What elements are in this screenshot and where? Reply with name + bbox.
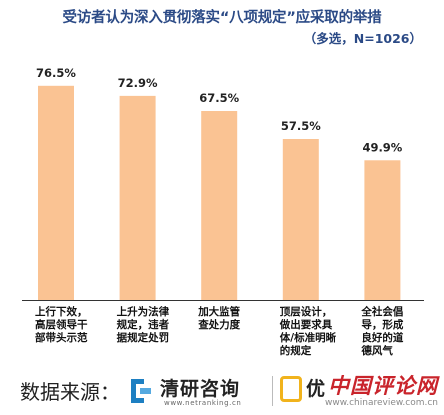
qingyan-logo-name: 清研咨询	[160, 378, 241, 400]
bar-5	[364, 160, 401, 300]
category-label-line: 做出要求具	[279, 319, 333, 331]
category-label-5: 全社会倡 导，形成 良好的道 德风气	[361, 306, 443, 358]
watermark: 中国评论网 www.chinareview.com.cn	[300, 370, 444, 415]
category-label-line: 据规定处罚	[116, 332, 170, 344]
category-label-line: 的规定	[279, 345, 312, 357]
chart-title: 受访者认为深入贯彻落实“八项规定”应采取的举措	[62, 10, 382, 26]
value-label-4: 57.5%	[281, 119, 321, 133]
category-label-line: 良好的道	[361, 332, 404, 344]
category-label-3: 加大监管 查处力度	[198, 306, 280, 332]
category-label-line: 查处力度	[198, 319, 241, 331]
category-label-line: 上升为法律	[116, 306, 170, 318]
category-label-1: 上行下效， 高层领导干 部带头示范	[35, 306, 117, 345]
qingyan-logo-url: www.netranking.cn	[164, 399, 242, 407]
category-label-4: 顶层设计， 做出要求具 体/标准明晰 的规定	[280, 306, 362, 358]
second-logo-icon	[280, 376, 302, 402]
category-label-2: 上升为法律 规定，违者 据规定处罚	[117, 306, 199, 345]
value-label-3: 67.5%	[199, 91, 239, 105]
category-label-line: 上行下效，	[35, 306, 88, 318]
category-label-line: 导，形成	[361, 319, 404, 331]
category-label-line: 体/标准明晰	[279, 332, 337, 344]
value-label-1: 76.5%	[36, 66, 76, 80]
second-logo-name: 优	[306, 378, 326, 400]
category-label-line: 规定，违者	[116, 319, 170, 331]
bar-3	[201, 111, 238, 300]
category-label-line: 加大监管	[198, 306, 241, 318]
watermark-url: www.chinareview.com.cn	[324, 398, 438, 408]
footer: 数据来源： 清研咨询 www.netranking.cn 优	[0, 368, 444, 415]
value-label-5: 49.9%	[362, 140, 402, 154]
bars-group	[38, 85, 401, 300]
source-logo-qingyan: 清研咨询 www.netranking.cn	[128, 374, 268, 408]
category-label-line: 德风气	[361, 345, 393, 357]
bar-1	[38, 85, 74, 300]
bar-2	[119, 95, 156, 300]
bar-4	[282, 139, 319, 300]
category-label-line: 部带头示范	[35, 332, 88, 344]
footer-divider	[272, 376, 273, 406]
value-labels-group: 76.5% 72.9% 67.5% 57.5% 49.9%	[36, 66, 403, 154]
category-label-line: 高层领导干	[35, 319, 88, 331]
category-label-line: 顶层设计，	[279, 306, 333, 318]
qingyan-logo-icon	[131, 379, 151, 403]
chart-subtitle: （多选，N=1026）	[303, 31, 422, 46]
category-label-line: 全社会倡	[361, 306, 404, 318]
watermark-text: 中国评论网	[328, 374, 438, 398]
source-logo-second: 优	[280, 374, 340, 408]
source-label: 数据来源：	[20, 380, 120, 404]
value-label-2: 72.9%	[118, 76, 158, 90]
